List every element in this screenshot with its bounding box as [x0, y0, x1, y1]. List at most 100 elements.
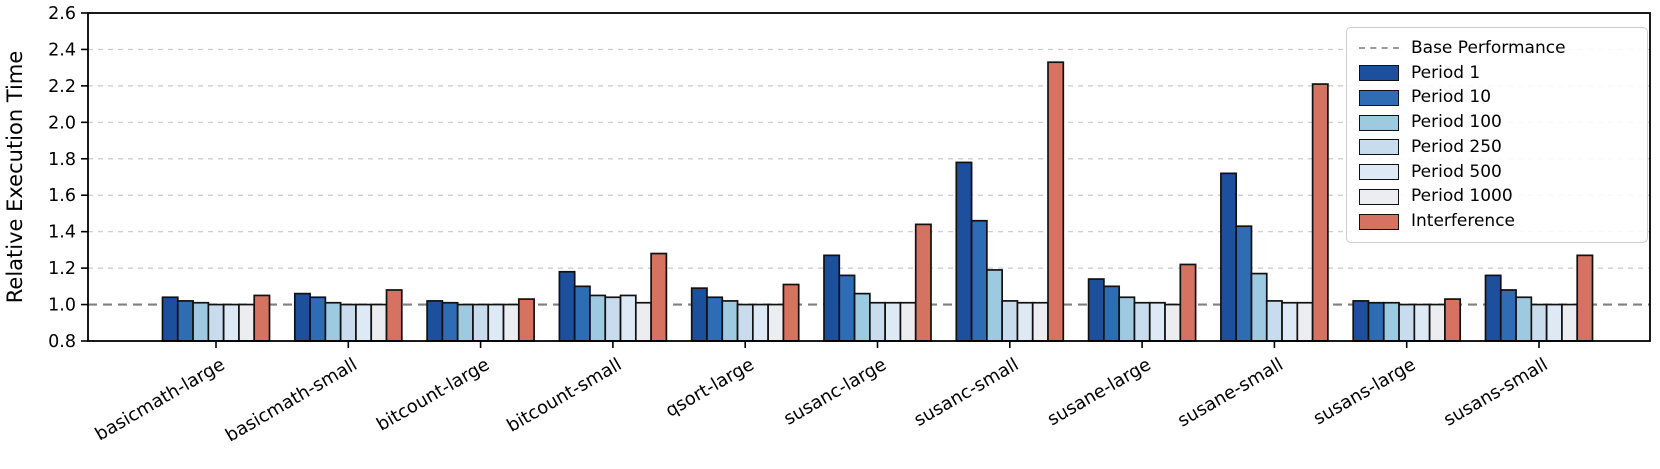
x-tick-label: susane-small [1174, 354, 1287, 431]
bar-period-250 [1398, 303, 1416, 342]
legend-label: Period 10 [1411, 87, 1492, 108]
x-tick-label: susanc-small [911, 354, 1023, 431]
bar-period-500 [1413, 303, 1431, 342]
bar-period-1000 [899, 301, 917, 342]
legend-label: Period 500 [1411, 161, 1502, 182]
bar-period-100 [1250, 272, 1268, 342]
plot-border [87, 12, 1651, 342]
bar-interference [650, 252, 668, 342]
legend-item-interference: Interference [1359, 209, 1633, 234]
bar-period-10 [441, 301, 459, 342]
bar-period-1000 [1031, 301, 1049, 342]
bar-period-1 [1352, 300, 1370, 342]
y-tick-label: 1.0 [48, 296, 76, 316]
bar-period-100 [324, 301, 342, 342]
y-tick-label: 2.4 [48, 40, 76, 60]
bar-period-1 [161, 296, 179, 342]
bar-period-10 [838, 274, 856, 342]
bar-period-100 [986, 269, 1004, 342]
legend: Base Performance Period 1 Period 10 Period … [1346, 27, 1648, 243]
bar-period-10 [573, 285, 591, 342]
bar-period-500 [355, 303, 373, 342]
bar-period-10 [176, 300, 194, 342]
bar-period-500 [1016, 301, 1034, 342]
bar-interference [253, 294, 271, 342]
legend-label: Period 250 [1411, 136, 1502, 157]
legend-label: Period 100 [1411, 112, 1502, 133]
legend-label: Base Performance [1411, 37, 1566, 58]
y-tick-label: 1.6 [48, 186, 76, 206]
bar-period-1 [1220, 172, 1238, 342]
bar-period-100 [589, 294, 607, 342]
bar-period-1000 [634, 301, 652, 342]
bar-period-1000 [1428, 303, 1446, 342]
x-tick-label: susanc-large [780, 354, 890, 429]
color-swatch-icon [1359, 65, 1399, 82]
bar-period-500 [1148, 301, 1166, 342]
color-swatch-icon [1359, 188, 1399, 205]
x-tick-label: basicmath-large [92, 354, 229, 445]
x-tick-label: susans-large [1310, 354, 1419, 429]
bar-period-1000 [370, 303, 388, 342]
bar-period-250 [472, 303, 490, 342]
bar-period-1000 [767, 303, 785, 342]
bar-interference [385, 289, 403, 342]
color-swatch-icon [1359, 114, 1399, 131]
bar-period-1000 [238, 303, 256, 342]
legend-item-base-performance: Base Performance [1359, 36, 1633, 61]
bar-period-1000 [1164, 303, 1182, 342]
legend-item-period-1000: Period 1000 [1359, 185, 1633, 210]
bar-period-1 [955, 161, 973, 342]
x-tick-label: bitcount-small [503, 354, 625, 437]
bar-period-250 [339, 303, 357, 342]
bar-period-250 [1265, 300, 1283, 342]
bar-period-250 [736, 303, 754, 342]
bar-period-100 [192, 301, 210, 342]
y-axis-label: Relative Execution Time [3, 51, 27, 303]
y-tick-label: 2.0 [48, 113, 76, 133]
bar-period-100 [1515, 296, 1533, 342]
bar-period-100 [1118, 296, 1136, 342]
y-tick-label: 1.4 [48, 223, 76, 243]
y-tick-label: 1.8 [48, 150, 76, 170]
bar-period-100 [853, 292, 871, 342]
bar-period-500 [1545, 303, 1563, 342]
bar-period-1 [690, 287, 708, 342]
legend-label: Period 1 [1411, 62, 1481, 83]
legend-item-period-10: Period 10 [1359, 86, 1633, 111]
bar-period-1 [1087, 278, 1105, 342]
bar-period-500 [222, 303, 240, 342]
legend-item-period-100: Period 100 [1359, 110, 1633, 135]
color-swatch-icon [1359, 213, 1399, 230]
legend-label: Period 1000 [1411, 186, 1513, 207]
bar-period-250 [604, 296, 622, 342]
bar-period-1 [558, 270, 576, 342]
bar-interference [1179, 263, 1197, 342]
bar-period-250 [1001, 300, 1019, 342]
legend-item-period-500: Period 500 [1359, 160, 1633, 185]
x-tick-label: susane-large [1044, 354, 1155, 430]
bar-period-10 [1235, 225, 1253, 342]
bar-period-250 [1530, 303, 1548, 342]
bar-period-10 [1499, 289, 1517, 342]
bar-period-500 [619, 294, 637, 342]
bar-interference [914, 223, 932, 342]
color-swatch-icon [1359, 139, 1399, 156]
bar-period-500 [884, 301, 902, 342]
x-tick-label: basicmath-small [222, 354, 361, 446]
x-tick-label: bitcount-large [373, 354, 493, 435]
bar-period-1000 [502, 303, 520, 342]
bar-period-500 [1281, 301, 1299, 342]
y-tick-label: 2.2 [48, 77, 76, 97]
x-tick-label: qsort-large [662, 354, 758, 421]
bar-interference [517, 298, 535, 342]
bar-period-100 [456, 303, 474, 342]
color-swatch-icon [1359, 89, 1399, 106]
bar-period-10 [309, 296, 327, 342]
bar-period-500 [751, 303, 769, 342]
bar-period-10 [1103, 285, 1121, 342]
bar-period-10 [706, 296, 724, 342]
bar-period-1 [426, 300, 444, 342]
bar-interference [1311, 83, 1329, 342]
